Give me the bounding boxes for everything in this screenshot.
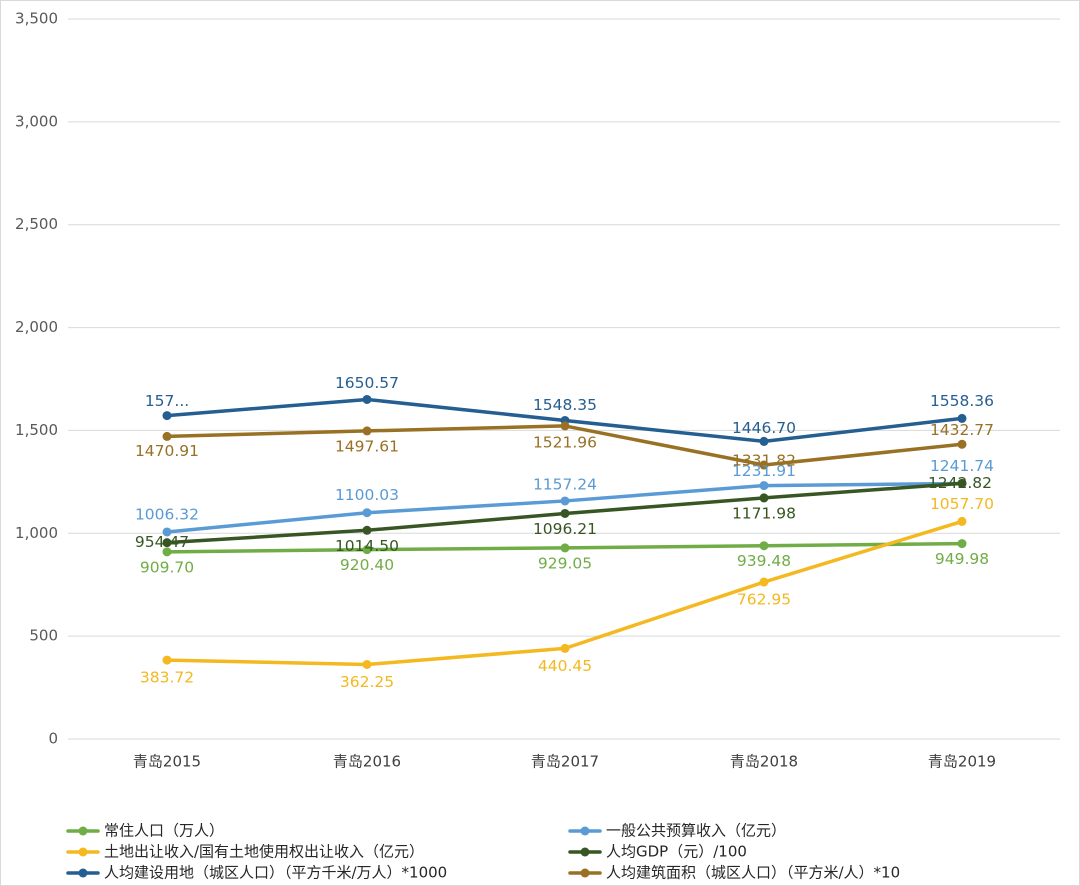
x-tick-label: 青岛2015 (133, 753, 201, 771)
data-label: 1157.24 (533, 475, 597, 493)
data-label: 440.45 (538, 657, 592, 675)
data-label: 1006.32 (135, 505, 199, 523)
legend-swatch-marker (580, 826, 590, 836)
data-point (560, 543, 570, 553)
legend-entry-label: 土地出让收入/国有土地使用权出让收入（亿元） (104, 843, 424, 861)
data-label: 909.70 (140, 558, 194, 576)
data-point (759, 577, 769, 587)
data-point (362, 394, 372, 404)
legend-swatch-marker (78, 868, 88, 878)
y-tick-label: 0 (48, 730, 58, 748)
data-point (560, 643, 570, 653)
legend-swatch-marker (580, 847, 590, 857)
data-label: 1100.03 (335, 486, 399, 504)
data-label: 383.72 (140, 669, 194, 687)
legend-entry-label: 一般公共预算收入（亿元） (606, 822, 786, 840)
legend-swatch-marker (580, 868, 590, 878)
data-label: 1650.57 (335, 374, 399, 392)
x-tick-label: 青岛2016 (333, 753, 401, 771)
legend-entry-label: 常住人口（万人） (104, 822, 224, 840)
x-tick-label: 青岛2017 (531, 753, 599, 771)
y-tick-label: 2,500 (15, 215, 58, 233)
data-label: 362.25 (340, 673, 394, 691)
data-label: 1014.50 (335, 537, 399, 555)
data-label: 939.48 (737, 552, 791, 570)
series-line (165, 519, 964, 667)
data-point (162, 431, 172, 441)
data-label: 762.95 (737, 591, 791, 609)
data-point (957, 478, 967, 488)
data-labels: 909.70 920.40 929.05 939.48 949.98 1006.32 110… (135, 374, 994, 691)
data-label: 1446.70 (732, 419, 796, 437)
data-label: 1521.96 (533, 433, 597, 451)
legend-entry-label: 人均建设用地（城区人口）（平方千米/万人）*1000 (104, 864, 447, 882)
y-tick-label: 2,000 (15, 318, 58, 336)
data-point (162, 527, 172, 537)
data-point (362, 426, 372, 436)
legend-swatch-marker (78, 826, 88, 836)
data-label: 1231.91 (732, 462, 796, 480)
data-point (560, 496, 570, 506)
data-point (759, 541, 769, 551)
data-point (560, 508, 570, 518)
data-point (759, 460, 769, 470)
data-point (362, 508, 372, 518)
y-axis-ticks: 0 500 1,000 1,500 2,000 2,500 3,000 3,500 (15, 10, 58, 748)
data-label: 1470.91 (135, 442, 199, 460)
data-point (560, 421, 570, 431)
data-label: 1057.70 (930, 495, 994, 513)
data-label: 949.98 (935, 550, 989, 568)
data-point (362, 525, 372, 535)
data-label: 1242.82 (928, 474, 992, 492)
data-point (957, 439, 967, 449)
data-point (162, 411, 172, 421)
data-point (759, 436, 769, 446)
data-point (162, 538, 172, 548)
data-label: 1241.74 (930, 457, 994, 475)
x-tick-label: 青岛2019 (928, 753, 996, 771)
legend-entry-label: 人均建筑面积（城区人口）（平方米/人）*10 (606, 864, 900, 882)
data-point (162, 547, 172, 557)
data-label: 1171.98 (732, 504, 796, 522)
legend-swatch-marker (78, 847, 88, 857)
x-axis-ticks: 青岛2015 青岛2016 青岛2017 青岛2018 青岛2019 (133, 753, 996, 771)
y-tick-label: 1,500 (15, 421, 58, 439)
data-label: 1331.82 (732, 452, 796, 470)
data-point (759, 493, 769, 503)
gridlines (68, 18, 1060, 740)
data-label: 929.05 (538, 554, 592, 572)
data-label: 920.40 (340, 556, 394, 574)
data-point (957, 539, 967, 549)
data-point (957, 413, 967, 423)
data-point (957, 516, 967, 526)
data-label: 1096.21 (533, 520, 597, 538)
series-lines (162, 394, 967, 669)
data-point (362, 659, 372, 669)
data-label: 1497.61 (335, 437, 399, 455)
data-point (759, 481, 769, 491)
x-tick-label: 青岛2018 (730, 753, 798, 771)
data-label: 954.47 (135, 533, 189, 551)
legend-entry-label: 人均GDP（元）/100 (606, 843, 747, 861)
legend: 常住人口（万人） 一般公共预算收入（亿元） 土地出让收入/国有土地使用权出让收入（亿… (66, 822, 900, 882)
data-point (362, 545, 372, 555)
data-label: 1558.36 (930, 392, 994, 410)
y-tick-label: 1,000 (15, 524, 58, 542)
data-label: 1548.35 (533, 396, 597, 414)
y-tick-label: 500 (29, 627, 58, 645)
data-label: 1432.77 (930, 421, 994, 439)
data-point (162, 655, 172, 665)
y-tick-label: 3,000 (15, 112, 58, 130)
data-label: 157... (145, 392, 189, 410)
y-tick-label: 3,500 (15, 10, 58, 28)
